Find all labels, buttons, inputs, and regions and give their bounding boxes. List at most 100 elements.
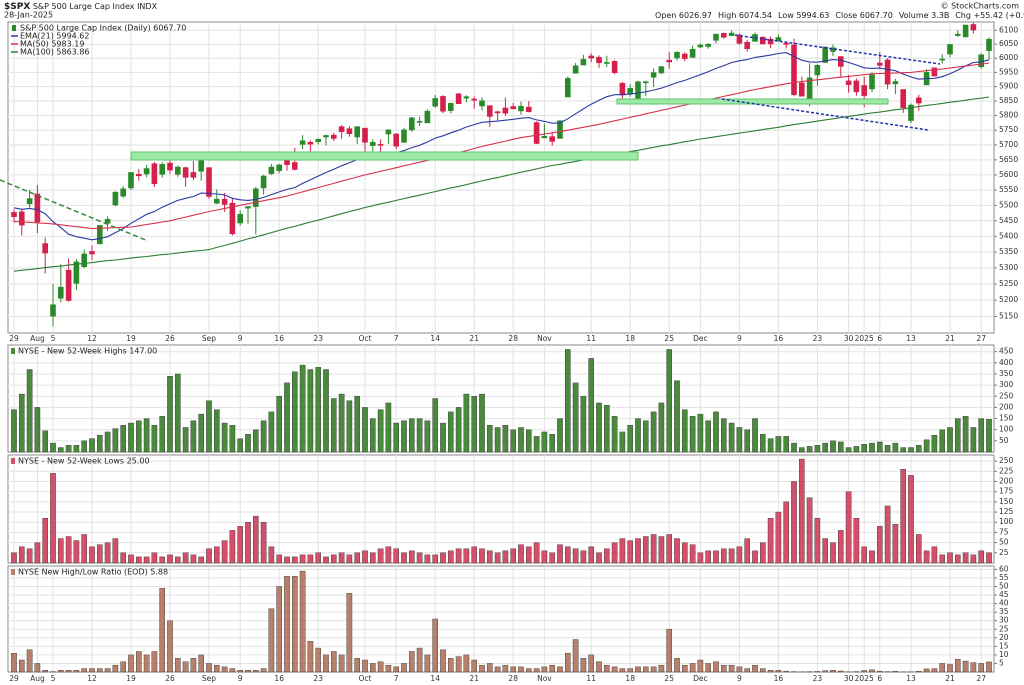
y-tick-label: 55: [999, 573, 1009, 582]
bar: [916, 534, 922, 564]
bar: [923, 668, 930, 673]
bar: [213, 664, 220, 673]
bar: [650, 411, 657, 453]
bar: [11, 552, 17, 564]
bar: [494, 666, 501, 673]
bar: [455, 407, 462, 453]
candle-body: [175, 166, 181, 175]
x-tick-label: Aug: [30, 674, 45, 683]
candle-body: [962, 24, 969, 38]
bar: [268, 608, 275, 673]
x-tick-label: 19: [126, 334, 136, 343]
panel: 50 100 150 200 250 300 350 400 450 NYSE - New 52-…: [7, 344, 1014, 453]
y-tick-label: 350: [999, 369, 1014, 378]
x-tick-label: 16: [774, 334, 784, 343]
bar: [822, 538, 828, 564]
bar: [806, 497, 813, 564]
bar: [502, 550, 509, 564]
bar: [580, 396, 587, 453]
bar: [814, 517, 821, 564]
bar: [299, 364, 306, 453]
bar: [120, 552, 126, 564]
candle-body: [837, 56, 844, 67]
bar: [26, 369, 33, 453]
bar: [190, 658, 197, 673]
bar: [674, 380, 680, 453]
bar: [604, 548, 610, 564]
bar: [104, 431, 111, 453]
candle-body: [970, 24, 977, 31]
candle-body: [986, 38, 992, 51]
bar: [346, 400, 353, 453]
quote-item: Open 6026.97: [655, 11, 712, 20]
bar: [299, 570, 306, 673]
bar: [284, 382, 290, 453]
trendline: [734, 34, 941, 65]
x-tick-label: Oct: [359, 334, 372, 343]
bar: [424, 420, 431, 453]
bar: [978, 418, 984, 453]
candle-body: [525, 106, 532, 113]
bar: [869, 550, 875, 564]
bar: [479, 548, 485, 564]
candle-body: [42, 243, 49, 254]
bar: [151, 651, 158, 673]
bar: [479, 393, 485, 453]
candle-body: [596, 57, 602, 64]
bar: [572, 639, 579, 673]
x-tick-label: 9: [238, 674, 243, 683]
bar: [619, 538, 626, 564]
y-tick-label: 100: [999, 517, 1014, 526]
bar: [822, 670, 828, 673]
x-tick-label: Dec: [693, 674, 708, 683]
bar: [674, 658, 680, 673]
bar: [354, 658, 361, 673]
bar: [401, 552, 407, 564]
bar: [666, 349, 672, 453]
y-tick-label: 5900: [999, 82, 1018, 91]
bars: [11, 458, 992, 564]
bar: [26, 548, 33, 564]
bar: [81, 440, 87, 453]
bar: [42, 517, 48, 564]
bar: [619, 431, 626, 453]
bar: [643, 666, 649, 673]
bar: [370, 418, 376, 453]
bar: [354, 552, 361, 564]
bar: [970, 662, 977, 673]
x-tick-label: 7: [394, 334, 399, 343]
bar: [112, 664, 119, 673]
bar: [705, 663, 711, 673]
bar: [783, 501, 789, 564]
bar: [284, 576, 290, 673]
y-tick-label: 200: [999, 476, 1014, 485]
bar: [377, 548, 384, 564]
x-tick-label: 16: [774, 674, 784, 683]
x-tick-label: 21: [945, 674, 955, 683]
bar: [65, 445, 72, 453]
bar: [791, 442, 797, 453]
bar: [455, 656, 462, 673]
bar: [346, 593, 353, 673]
candle-body: [471, 98, 478, 101]
moving-average-line: [13, 62, 990, 230]
candle-body: [510, 106, 517, 110]
bar: [955, 658, 961, 673]
candle-body: [884, 59, 891, 85]
bar: [736, 666, 743, 673]
bar: [416, 552, 423, 564]
candle-body: [674, 52, 680, 59]
candle-body: [198, 160, 204, 172]
bar: [510, 429, 517, 453]
x-tick-label: 6: [877, 674, 882, 683]
bar: [892, 442, 899, 453]
y-tick-label: 5500: [999, 200, 1018, 209]
bar: [541, 550, 548, 564]
candle-body: [689, 48, 696, 58]
bar: [104, 668, 111, 673]
bar: [206, 548, 212, 564]
bar: [604, 664, 610, 673]
candle-body: [416, 121, 423, 123]
bar: [65, 670, 72, 673]
bar: [471, 659, 478, 673]
